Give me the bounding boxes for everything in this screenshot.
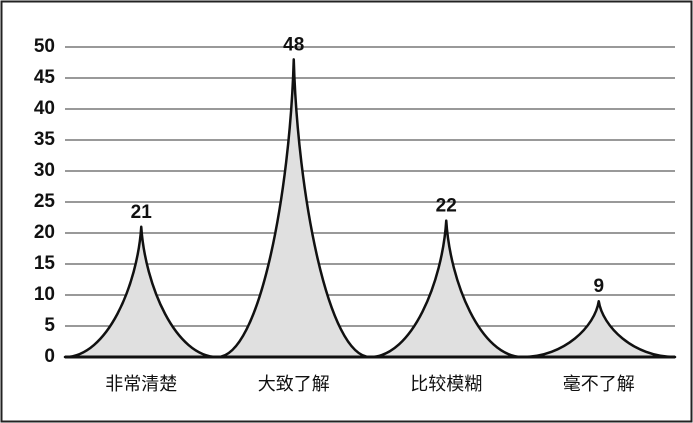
spike <box>521 299 677 359</box>
y-tick-label: 25 <box>34 191 56 212</box>
x-tick-label: 毫不了解 <box>563 374 635 395</box>
x-tick-label: 非常清楚 <box>105 374 177 395</box>
value-label: 48 <box>283 34 304 55</box>
y-tick-label: 50 <box>34 36 55 57</box>
x-tick-label: 比较模糊 <box>410 374 482 395</box>
y-tick-label: 0 <box>44 346 55 367</box>
y-tick-label: 30 <box>34 160 55 181</box>
y-tick-label: 40 <box>34 98 55 119</box>
y-tick-label: 15 <box>34 253 56 274</box>
x-tick-label: 大致了解 <box>258 374 330 395</box>
y-tick-label: 5 <box>44 315 55 336</box>
y-tick-label: 45 <box>34 67 56 88</box>
y-tick-label: 35 <box>34 129 56 150</box>
value-label: 21 <box>131 202 153 223</box>
spike <box>63 225 219 359</box>
y-tick-label: 20 <box>34 222 55 243</box>
spike <box>368 219 524 359</box>
value-label: 9 <box>593 276 604 297</box>
spike <box>216 58 372 359</box>
value-label: 22 <box>436 196 457 217</box>
y-tick-label: 10 <box>34 284 55 305</box>
